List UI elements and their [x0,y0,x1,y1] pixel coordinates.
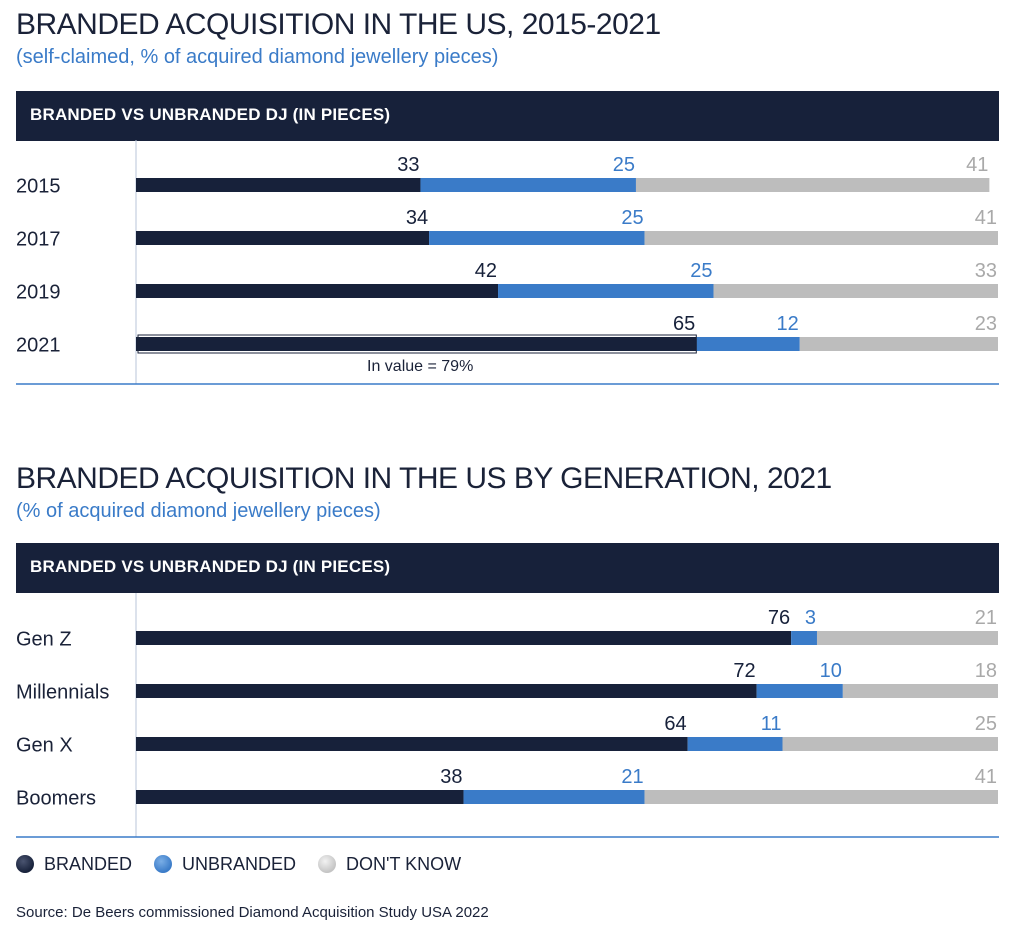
chart1-value-label-unbranded-2021: 12 [776,313,798,335]
chart2-bar-dont-know-millennials [842,684,998,698]
chart1-bar-branded-2019 [136,284,499,298]
chart1-bar-unbranded-2019 [498,284,714,298]
chart1-value-label-dont-know-2015: 41 [966,154,988,176]
chart1-value-label-dont-know-2021: 23 [975,313,997,335]
chart1-annotation-text: In value = 79% [367,358,473,375]
chart2-plot: Gen Z 76 3 21 Millennials 72 10 18 Gen X 64 11 25 Bo… [16,593,999,838]
source-note: Source: De Beers commissioned Diamond Ac… [16,904,489,921]
chart2-value-label-branded-boomers: 38 [440,766,462,788]
legend-item-unbranded: UNBRANDED [154,854,296,875]
chart2-value-label-unbranded-gen-z: 3 [805,607,816,629]
chart2-value-label-dont-know-gen-z: 21 [975,607,997,629]
chart2-category-label-gen-x: Gen X [16,734,73,756]
chart1-value-label-unbranded-2017: 25 [621,207,643,229]
chart1-value-label-dont-know-2017: 41 [975,207,997,229]
chart2-bar-dont-know-boomers [644,790,998,804]
chart2-value-label-dont-know-boomers: 41 [975,766,997,788]
chart2-value-label-dont-know-millennials: 18 [975,660,997,682]
chart2-bar-branded-millennials [136,684,757,698]
legend-item-dont-know: DON'T KNOW [318,854,461,875]
chart1-value-label-branded-2017: 34 [406,207,428,229]
chart2-value-label-branded-millennials: 72 [733,660,755,682]
legend-label-unbranded: UNBRANDED [182,853,297,874]
chart2-bar-dont-know-gen-z [816,631,998,645]
chart1-title: BRANDED ACQUISITION IN THE US, 2015-2021 [16,8,661,41]
chart1-bar-branded-2017 [136,231,430,245]
chart1-bar-branded-2015 [136,178,421,192]
chart2-bar-unbranded-gen-x [687,737,783,751]
chart1-bar-dont-know-2017 [644,231,998,245]
unbranded-legend-swatch [154,855,173,873]
chart1-bar-dont-know-2021 [799,337,998,351]
chart1-subtitle: (self-claimed, % of acquired diamond jew… [16,46,499,68]
chart1-value-label-branded-2021: 65 [673,313,695,335]
legend-item-branded: BRANDED [16,854,132,875]
chart2-value-label-branded-gen-z: 76 [768,607,790,629]
legend: BRANDED UNBRANDED DON'T KNOW [16,852,483,876]
chart2-bar-branded-boomers [136,790,464,804]
chart2-category-label-millennials: Millennials [16,681,109,703]
chart2-bar-unbranded-millennials [756,684,843,698]
chart2-value-label-branded-gen-x: 64 [664,713,686,735]
chart1-bar-dont-know-2019 [713,284,998,298]
chart1-category-label-2019: 2019 [16,281,61,303]
chart1-value-label-unbranded-2019: 25 [690,260,712,282]
chart2-bar-unbranded-boomers [463,790,645,804]
chart1-bar-unbranded-2021 [696,337,800,351]
chart2-category-label-boomers: Boomers [16,787,96,809]
chart1-category-label-2015: 2015 [16,175,61,197]
chart2-subtitle: (% of acquired diamond jewellery pieces) [16,500,381,522]
chart1-category-label-2017: 2017 [16,228,61,250]
chart1-value-label-branded-2015: 33 [397,154,419,176]
chart1-bar-unbranded-2017 [429,231,645,245]
chart2-value-label-unbranded-millennials: 10 [820,660,842,682]
chart1-value-label-branded-2019: 42 [475,260,497,282]
chart1-banner-label: BRANDED VS UNBRANDED DJ (IN PIECES) [30,105,391,124]
chart1-value-label-dont-know-2019: 33 [975,260,997,282]
chart2-value-label-unbranded-boomers: 21 [621,766,643,788]
chart2-value-label-unbranded-gen-x: 11 [761,713,782,735]
chart2-bar-branded-gen-x [136,737,688,751]
chart1-plot: 2015 33 25 41 2017 34 25 41 2019 42 25 33 2021 65 12 23… [16,140,999,385]
chart2-category-label-gen-z: Gen Z [16,628,72,650]
chart2-banner-label: BRANDED VS UNBRANDED DJ (IN PIECES) [30,557,391,576]
chart1-bar-unbranded-2015 [420,178,636,192]
chart2-value-label-dont-know-gen-x: 25 [975,713,997,735]
legend-label-branded: BRANDED [44,853,133,874]
branded-legend-swatch [16,855,34,873]
chart1-category-label-2021: 2021 [16,334,61,356]
chart1-value-label-unbranded-2015: 25 [613,154,635,176]
chart2-bar-dont-know-gen-x [782,737,998,751]
chart2-bar-unbranded-gen-z [791,631,817,645]
chart2-bar-branded-gen-z [136,631,792,645]
dont-know-legend-swatch [318,855,337,873]
chart1-banner: BRANDED VS UNBRANDED DJ (IN PIECES) [16,91,999,141]
legend-label-dont-know: DON'T KNOW [346,853,462,874]
chart1-bar-branded-2021 [136,337,697,351]
chart2-title: BRANDED ACQUISITION IN THE US BY GENERAT… [16,462,832,495]
chart1-annotation-bracket [137,334,697,354]
chart2-banner: BRANDED VS UNBRANDED DJ (IN PIECES) [16,543,999,593]
chart1-bar-dont-know-2015 [635,178,990,192]
